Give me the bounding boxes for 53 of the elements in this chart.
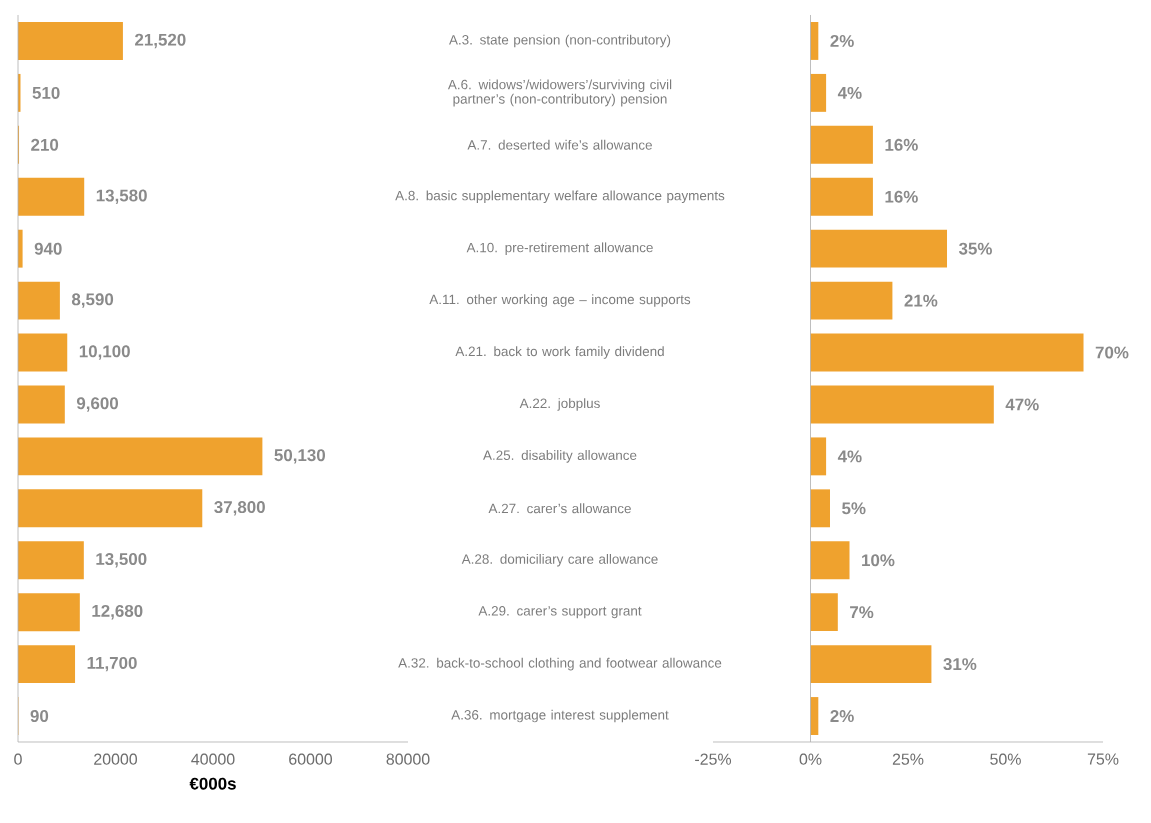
data-label: 2% <box>830 34 854 47</box>
data-label: 37,800 <box>214 501 265 516</box>
data-label: 13,580 <box>96 189 147 204</box>
data-label: 4% <box>837 450 862 463</box>
data-label: 13,500 <box>96 553 147 568</box>
y-tick-label: A.10. pre-retirement allowance <box>466 242 653 255</box>
x-tick-label: 50% <box>990 753 1021 765</box>
x-tick-label: 75% <box>1087 753 1119 765</box>
data-label: 5% <box>842 502 866 515</box>
data-label: 510 <box>32 86 60 99</box>
x-tick-label: 0% <box>799 753 822 765</box>
y-tick-label: A.32. back-to-school clothing and footwear allowance <box>398 657 722 671</box>
x-tick-label: 20000 <box>94 753 138 765</box>
data-label: 7% <box>850 606 874 619</box>
data-label: 4% <box>837 86 862 99</box>
x-tick-label: 40000 <box>191 753 235 765</box>
data-label: 90 <box>30 710 49 723</box>
data-label: 47% <box>1005 398 1039 411</box>
y-tick-label: A.25. disability allowance <box>483 450 637 463</box>
y-tick-label: A.28. domiciliary care allowance <box>461 553 658 567</box>
x-tick-label: 0 <box>14 753 22 765</box>
y-tick-label: A.6. widows’/widowers’/surviving civil partner’s (non-contributory) pension <box>447 79 672 107</box>
y-tick-label: A.21. back to work family dividend <box>455 346 664 359</box>
data-label: 16% <box>885 190 918 203</box>
data-label: 9,600 <box>76 397 119 412</box>
y-tick-label: A.29. carer’s support grant <box>478 606 642 619</box>
data-label: 10% <box>862 554 895 567</box>
y-tick-label: A.36. mortgage interest supplement <box>451 709 669 723</box>
x-tick-label: 25% <box>892 753 924 765</box>
data-label: 10,100 <box>79 345 130 360</box>
data-label: 210 <box>31 138 59 151</box>
data-label: 21% <box>904 294 938 307</box>
x-axis-title: €000s <box>189 777 236 790</box>
data-label: 12,680 <box>92 604 143 620</box>
y-tick-label: A.7. deserted wife’s allowance <box>467 139 652 150</box>
data-label: 940 <box>34 242 62 255</box>
y-tick-label: A.3. state pension (non-contributory) <box>449 34 671 48</box>
data-label: 35% <box>958 242 992 255</box>
data-label: 11,700 <box>87 656 137 672</box>
data-label: 31% <box>943 658 977 671</box>
y-tick-label: A.11. other working age – income supports <box>429 294 691 307</box>
y-tick-label: A.27. carer’s allowance <box>488 503 631 514</box>
data-label: 16% <box>885 138 918 151</box>
data-label: 50,130 <box>274 449 325 464</box>
y-tick-label: A.8. basic supplementary welfare allowance payments <box>395 190 725 204</box>
data-label: 2% <box>830 710 854 722</box>
x-tick-label: 60000 <box>289 753 333 765</box>
data-label: 21,520 <box>135 33 186 49</box>
y-tick-label: A.22. jobplus <box>519 398 600 411</box>
data-label: 8,590 <box>71 293 114 308</box>
x-tick-label: -25% <box>695 753 732 765</box>
x-tick-label: 80000 <box>386 753 430 765</box>
data-label: 70% <box>1095 346 1129 359</box>
